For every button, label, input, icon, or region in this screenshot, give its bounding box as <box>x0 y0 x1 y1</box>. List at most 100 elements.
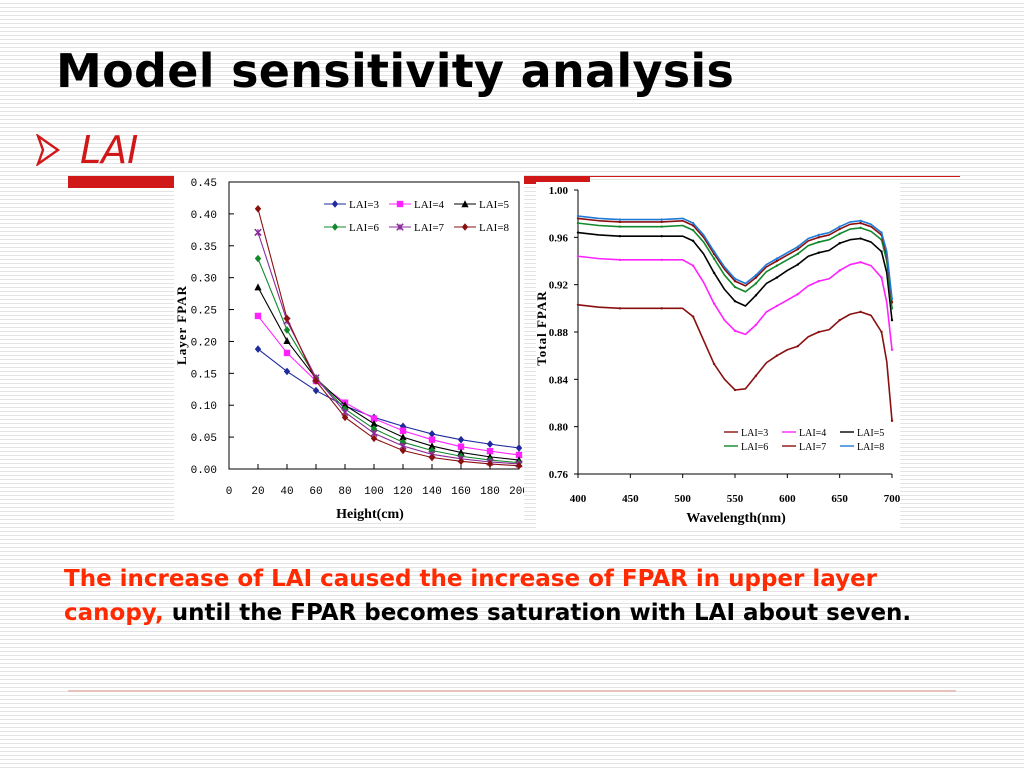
total-fpar-data-point <box>890 301 894 304</box>
layer-fpar-data-point <box>428 453 436 462</box>
total-fpar-data-point <box>859 310 862 314</box>
total-fpar-data-point <box>733 329 737 333</box>
total-fpar-legend-label: LAI=6 <box>741 442 768 453</box>
total-fpar-legend-label: LAI=5 <box>857 428 884 439</box>
layer-fpar-series-line <box>257 258 520 464</box>
red-accent-bar-left <box>68 176 188 188</box>
total-fpar-y-tick-label: 0.84 <box>549 374 569 386</box>
layer-fpar-legend-marker <box>331 200 339 208</box>
total-fpar-series-line <box>577 217 893 303</box>
total-fpar-y-tick-label: 0.80 <box>549 422 569 434</box>
total-fpar-x-tick-label: 600 <box>779 493 796 505</box>
caption-rest: until the FPAR becomes saturation with L… <box>163 600 912 626</box>
layer-fpar-data-point <box>283 326 291 334</box>
total-fpar-chart-panel: 0.76 0.80 0.84 0.88 0.92 0.96 1.00 400 450 500 550… <box>536 182 900 528</box>
total-fpar-x-tick-label: 550 <box>727 493 744 505</box>
total-fpar-x-tick-label: 400 <box>570 493 587 505</box>
total-fpar-data-point <box>754 374 758 377</box>
layer-fpar-x-tick-label: 20 <box>251 486 264 498</box>
layer-fpar-data-point <box>283 367 291 376</box>
total-fpar-data-point <box>796 292 799 296</box>
total-fpar-legend-label: LAI=7 <box>799 442 826 453</box>
total-fpar-axes: 0.76 0.80 0.84 0.88 0.92 0.96 1.00 400 450 500 550… <box>549 185 900 505</box>
layer-fpar-data-point <box>254 228 262 237</box>
layer-fpar-x-tick-label: 40 <box>280 486 293 498</box>
total-fpar-data-point <box>618 234 622 238</box>
layer-fpar-data-point <box>254 283 262 291</box>
total-fpar-data-point <box>754 274 758 277</box>
layer-fpar-legend-label: LAI=7 <box>414 222 445 234</box>
layer-fpar-data-point <box>399 446 407 455</box>
layer-fpar-legend: LAI=3 LAI=4 LAI=5 LAI=6 LAI=7 LAI=8 <box>324 199 510 234</box>
total-fpar-y-tick-label: 0.96 <box>549 232 569 244</box>
layer-fpar-data-point <box>341 413 349 422</box>
total-fpar-data-point <box>775 276 779 279</box>
total-fpar-x-tick-label: 450 <box>622 493 639 505</box>
layer-fpar-data-point <box>399 422 407 431</box>
layer-fpar-x-tick-label: 0 <box>226 486 233 498</box>
layer-fpar-y-tick-label: 0.45 <box>191 178 217 190</box>
total-fpar-data-point <box>754 282 758 285</box>
total-fpar-data-point <box>796 245 799 248</box>
total-fpar-x-tick-label: 500 <box>674 493 691 505</box>
total-fpar-data-point <box>618 307 622 310</box>
caption-text: The increase of LAI caused the increase … <box>64 562 964 630</box>
total-fpar-data-point <box>576 221 580 225</box>
total-fpar-data-point <box>712 271 716 275</box>
total-fpar-chart: 0.76 0.80 0.84 0.88 0.92 0.96 1.00 400 450 500 550… <box>536 185 900 526</box>
layer-fpar-data-point <box>457 457 465 466</box>
total-fpar-data-point <box>712 257 716 260</box>
layer-fpar-chart-panel: 0.00 0.05 0.10 0.15 0.20 0.25 0.30 0.35 0.40 0.45… <box>174 172 524 522</box>
total-fpar-data-point <box>754 276 758 279</box>
total-fpar-data-point <box>576 255 580 258</box>
layer-fpar-data-point <box>283 337 291 345</box>
total-fpar-series-line <box>577 231 893 321</box>
layer-fpar-series-line <box>257 315 520 456</box>
layer-fpar-x-tick-label: 80 <box>338 486 351 498</box>
total-fpar-data-point <box>618 258 622 262</box>
total-fpar-data-point <box>691 229 695 232</box>
total-fpar-series-line <box>577 222 893 309</box>
layer-fpar-data-point <box>254 254 262 263</box>
layer-fpar-legend-marker <box>396 223 404 231</box>
total-fpar-y-axis-label: Total FPAR <box>536 290 549 365</box>
total-fpar-data-point <box>838 242 841 245</box>
total-fpar-x-axis-label: Wavelength(nm) <box>686 511 786 526</box>
total-fpar-data-point <box>859 221 862 225</box>
total-fpar-data-point <box>890 318 894 322</box>
total-fpar-data-point <box>890 348 894 351</box>
total-fpar-legend: LAI=3 LAI=4 LAI=5 LAI=6 LAI=7 LAI=8 <box>724 428 884 453</box>
total-fpar-data-point <box>733 388 737 392</box>
layer-fpar-y-tick-label: 0.40 <box>191 210 217 222</box>
total-fpar-data-point <box>660 234 663 238</box>
total-fpar-x-tick-label: 650 <box>831 493 848 505</box>
layer-fpar-data-point <box>515 462 523 470</box>
total-fpar-data-point <box>890 419 894 422</box>
total-fpar-data-point <box>775 354 779 357</box>
layer-fpar-series-line <box>257 286 520 461</box>
total-fpar-data-point <box>733 300 737 303</box>
layer-fpar-data-point <box>370 434 378 443</box>
layer-fpar-y-tick-label: 0.00 <box>191 465 217 477</box>
total-fpar-data-point <box>890 297 894 301</box>
layer-fpar-data-point <box>486 447 494 455</box>
total-fpar-data-point <box>880 276 883 279</box>
layer-fpar-data-point <box>283 314 291 323</box>
total-fpar-data-point <box>618 218 622 221</box>
layer-fpar-data-point <box>486 440 494 448</box>
layer-fpar-y-axis-label: Layer FPAR <box>174 285 189 365</box>
layer-fpar-series-line <box>257 348 520 449</box>
red-divider-line <box>188 176 960 177</box>
total-fpar-data-point <box>838 318 841 322</box>
total-fpar-series <box>576 214 894 422</box>
layer-fpar-series <box>254 204 523 470</box>
layer-fpar-axes: 0.00 0.05 0.10 0.15 0.20 0.25 0.30 0.35 0.40 0.45… <box>191 178 524 498</box>
total-fpar-data-point <box>712 302 716 305</box>
total-fpar-data-point <box>576 303 580 306</box>
total-fpar-data-point <box>838 232 841 235</box>
total-fpar-data-point <box>817 251 820 254</box>
total-fpar-data-point <box>576 231 580 234</box>
layer-fpar-data-point <box>486 460 494 468</box>
layer-fpar-data-point <box>428 442 436 450</box>
total-fpar-data-point <box>817 233 820 237</box>
